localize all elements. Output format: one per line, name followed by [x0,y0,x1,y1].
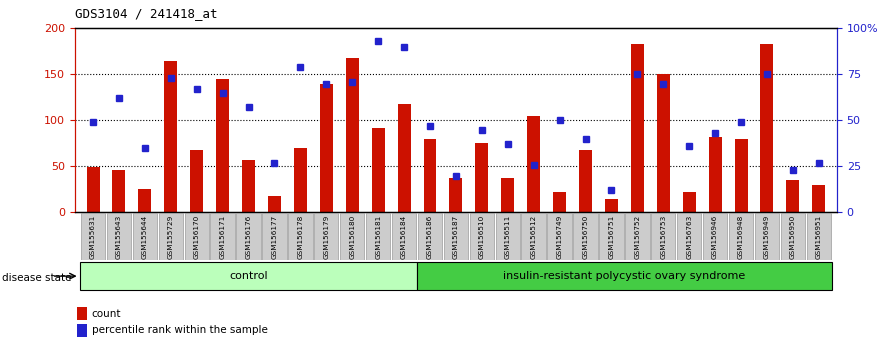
Text: GSM156511: GSM156511 [505,214,511,258]
Bar [449,178,463,212]
FancyBboxPatch shape [703,213,728,260]
Text: GSM156751: GSM156751 [609,214,614,258]
Text: GSM156951: GSM156951 [816,214,822,258]
Bar [579,150,592,212]
Bar [86,167,100,212]
Text: GSM156949: GSM156949 [764,214,770,258]
Bar [631,44,644,212]
FancyBboxPatch shape [496,213,520,260]
FancyBboxPatch shape [315,213,338,260]
FancyBboxPatch shape [236,213,261,260]
FancyBboxPatch shape [677,213,701,260]
Bar [345,58,359,212]
FancyBboxPatch shape [522,213,546,260]
Text: GSM156946: GSM156946 [712,214,718,258]
FancyBboxPatch shape [417,262,832,290]
FancyBboxPatch shape [211,213,235,260]
Bar [424,139,436,212]
Text: GSM156186: GSM156186 [427,214,433,258]
Text: GSM156181: GSM156181 [375,214,381,258]
FancyBboxPatch shape [444,213,468,260]
Bar [190,150,204,212]
Text: GSM156180: GSM156180 [349,214,355,258]
Bar [553,192,566,212]
Text: control: control [229,271,268,281]
FancyBboxPatch shape [366,213,390,260]
Text: GSM156171: GSM156171 [219,214,226,258]
Bar [527,116,540,212]
FancyBboxPatch shape [184,213,209,260]
Bar [113,170,125,212]
FancyBboxPatch shape [729,213,753,260]
Bar [216,79,229,212]
Bar [320,85,333,212]
Text: GSM156948: GSM156948 [738,214,744,258]
Bar [501,178,515,212]
FancyBboxPatch shape [288,213,313,260]
Text: GDS3104 / 241418_at: GDS3104 / 241418_at [75,7,218,20]
Bar [683,192,696,212]
FancyBboxPatch shape [781,213,805,260]
FancyBboxPatch shape [418,213,442,260]
Text: GSM156179: GSM156179 [323,214,329,258]
FancyBboxPatch shape [599,213,624,260]
FancyBboxPatch shape [755,213,779,260]
Text: GSM156749: GSM156749 [557,214,563,258]
Bar [787,180,799,212]
FancyBboxPatch shape [651,213,676,260]
Text: count: count [92,309,121,319]
FancyBboxPatch shape [81,213,105,260]
Text: GSM156753: GSM156753 [660,214,666,258]
FancyBboxPatch shape [574,213,597,260]
Text: GSM156178: GSM156178 [298,214,303,258]
Bar [605,199,618,212]
Text: GSM155643: GSM155643 [116,214,122,258]
Text: disease state: disease state [2,273,71,283]
FancyBboxPatch shape [159,213,183,260]
Text: GSM156170: GSM156170 [194,214,200,258]
FancyBboxPatch shape [392,213,416,260]
Text: GSM156184: GSM156184 [401,214,407,258]
Bar [812,185,825,212]
Bar [657,74,670,212]
Bar [760,44,774,212]
FancyBboxPatch shape [470,213,494,260]
Text: GSM156750: GSM156750 [582,214,589,258]
Text: GSM155729: GSM155729 [167,214,174,258]
FancyBboxPatch shape [107,213,131,260]
Bar [372,128,385,212]
Bar [138,189,152,212]
Text: insulin-resistant polycystic ovary syndrome: insulin-resistant polycystic ovary syndr… [503,271,745,281]
Text: GSM156187: GSM156187 [453,214,459,258]
Text: GSM156510: GSM156510 [479,214,485,258]
Text: GSM156177: GSM156177 [271,214,278,258]
Text: GSM156176: GSM156176 [246,214,252,258]
Text: GSM156752: GSM156752 [634,214,640,258]
Text: GSM155631: GSM155631 [90,214,96,258]
Bar [735,139,747,212]
Bar [397,104,411,212]
Bar [268,196,281,212]
FancyBboxPatch shape [626,213,649,260]
FancyBboxPatch shape [807,213,831,260]
FancyBboxPatch shape [547,213,572,260]
Text: GSM155644: GSM155644 [142,214,148,258]
Bar [708,137,722,212]
Text: GSM156950: GSM156950 [790,214,796,258]
Text: GSM156512: GSM156512 [530,214,537,258]
Text: GSM156763: GSM156763 [686,214,692,258]
Bar [242,160,255,212]
FancyBboxPatch shape [133,213,157,260]
FancyBboxPatch shape [340,213,365,260]
Bar [294,148,307,212]
Text: percentile rank within the sample: percentile rank within the sample [92,325,268,335]
FancyBboxPatch shape [263,213,286,260]
Bar [476,143,488,212]
Bar [165,61,177,212]
FancyBboxPatch shape [80,262,417,290]
